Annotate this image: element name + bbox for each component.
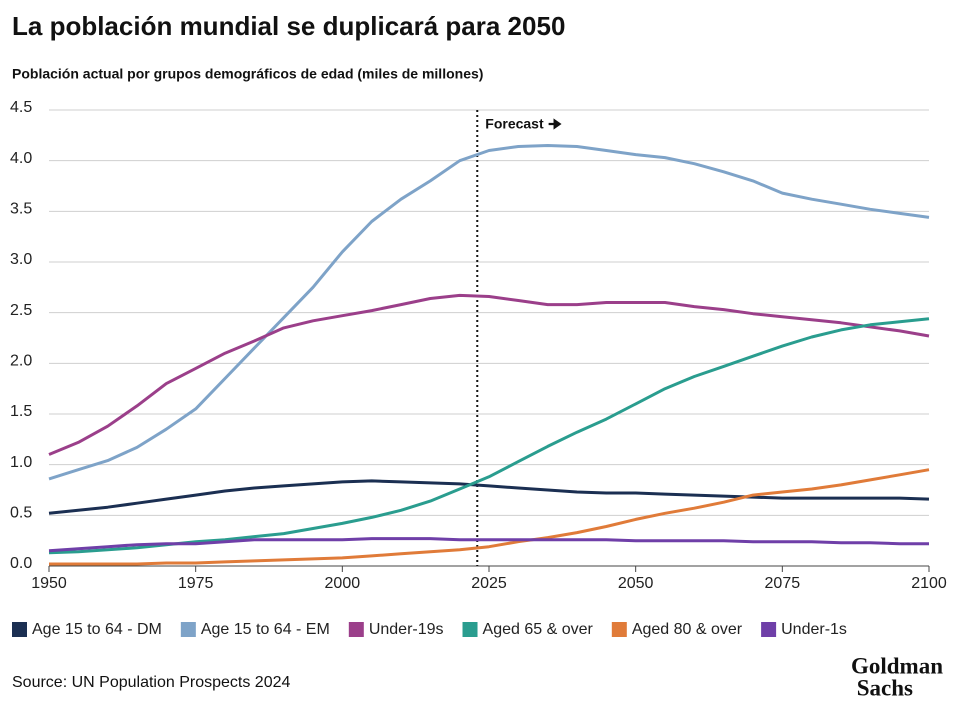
y-tick-label: 2.0: [10, 353, 32, 370]
x-tick-label: 1975: [178, 575, 214, 592]
x-tick-label: 2000: [325, 575, 361, 592]
source: Source: UN Population Prospects 2024: [12, 674, 290, 691]
y-tick-label: 0.0: [10, 555, 32, 572]
legend-swatch: [180, 622, 196, 637]
series-line: [49, 468, 930, 566]
x-tick-label: 1950: [31, 575, 67, 592]
series-line: [48, 293, 930, 456]
series-line: [48, 144, 930, 481]
y-tick-label: 1.0: [10, 454, 32, 471]
y-tick-label: 3.0: [10, 251, 32, 268]
series-line: [48, 537, 929, 553]
legend-label: Age 15 to 64 - DM: [32, 621, 162, 638]
annotation: Forecast: [485, 116, 544, 132]
logo: Sachs: [857, 675, 913, 700]
legend-label: Aged 80 & over: [632, 621, 743, 638]
legend-swatch: [12, 622, 27, 637]
y-tick-label: 4.0: [10, 150, 32, 167]
arrow-icon: [548, 118, 562, 130]
y-tick-label: 2.5: [10, 302, 32, 319]
legend-label: Under-1s: [781, 621, 847, 638]
series-line: [48, 479, 930, 515]
legend-swatch: [611, 622, 627, 637]
legend-swatch: [761, 622, 777, 637]
y-tick-label: 3.5: [10, 201, 32, 218]
legend-label: Under-19s: [369, 621, 444, 638]
legend-label: Aged 65 & over: [483, 621, 594, 638]
y-tick-label: 4.5: [10, 99, 32, 116]
y-tick-label: 1.5: [10, 403, 32, 420]
legend-swatch: [348, 622, 364, 637]
x-tick-label: 2050: [618, 575, 654, 592]
chart-subtitle: Población actual por grupos demográficos…: [12, 66, 483, 82]
chart-title: La población mundial se duplicará para 2…: [12, 11, 565, 41]
logo: Goldman: [851, 653, 943, 678]
legend-label: Age 15 to 64 - EM: [201, 621, 330, 638]
x-tick-label: 2075: [765, 575, 801, 592]
x-tick-label: 2100: [911, 575, 947, 592]
legend-swatch: [462, 622, 478, 637]
x-tick-label: 2025: [471, 575, 507, 592]
y-tick-label: 0.5: [10, 505, 32, 522]
series-line: [48, 317, 930, 555]
